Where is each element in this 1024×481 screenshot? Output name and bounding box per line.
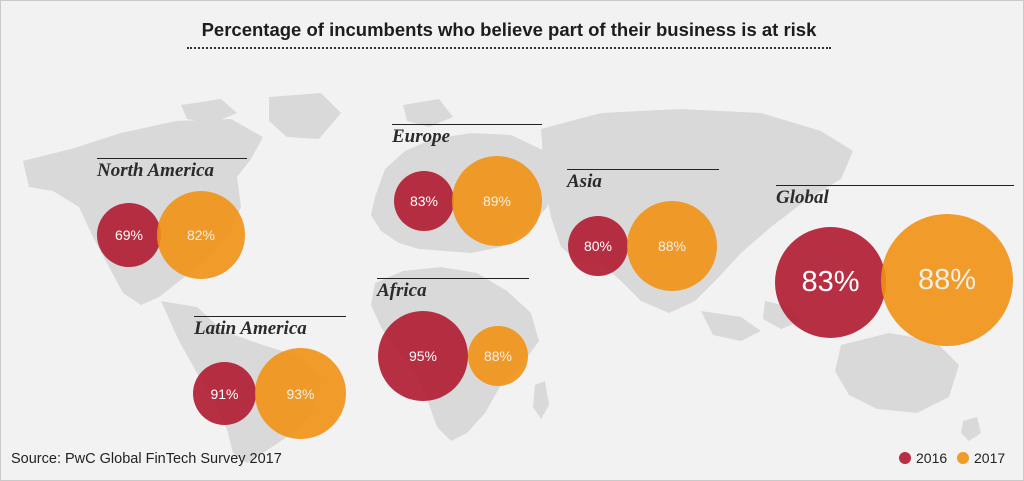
legend-2016-label: 2016: [916, 450, 948, 466]
latin-america-rule: [194, 316, 346, 317]
africa-label: Africa: [377, 280, 427, 301]
legend-2017-label: 2017: [974, 450, 1006, 466]
latin-america-2016-bubble: 91%: [193, 362, 256, 425]
africa-2016-bubble: 95%: [378, 311, 468, 401]
global-2016-bubble: 83%: [775, 227, 886, 338]
legend-2016-swatch: [899, 452, 911, 464]
legend-2016: 2016: [899, 450, 947, 466]
north-america-rule: [97, 158, 247, 159]
global-2017-bubble: 88%: [881, 214, 1013, 346]
europe-2016-bubble: 83%: [394, 171, 454, 231]
europe-2017-bubble: 89%: [452, 156, 542, 246]
north-america-2016-bubble: 69%: [97, 203, 161, 267]
asia-label: Asia: [567, 171, 602, 192]
latin-america-2017-bubble: 93%: [255, 348, 346, 439]
north-america-2017-bubble: 82%: [157, 191, 245, 279]
chart-title: Percentage of incumbents who believe par…: [187, 15, 831, 49]
asia-rule: [567, 169, 719, 170]
europe-label: Europe: [392, 126, 451, 147]
africa-2017-bubble: 88%: [468, 326, 528, 386]
asia-2016-bubble: 80%: [568, 216, 628, 276]
africa-rule: [377, 278, 529, 279]
global-rule: [776, 185, 1014, 186]
legend-2017: 2017: [957, 450, 1005, 466]
latin-america-label: Latin America: [194, 318, 307, 339]
source-note: Source: PwC Global FinTech Survey 2017: [11, 451, 282, 467]
asia-2017-bubble: 88%: [627, 201, 717, 291]
europe-rule: [392, 124, 542, 125]
global-label: Global: [776, 187, 829, 208]
north-america-label: North America: [97, 160, 214, 181]
legend-2017-swatch: [957, 452, 969, 464]
